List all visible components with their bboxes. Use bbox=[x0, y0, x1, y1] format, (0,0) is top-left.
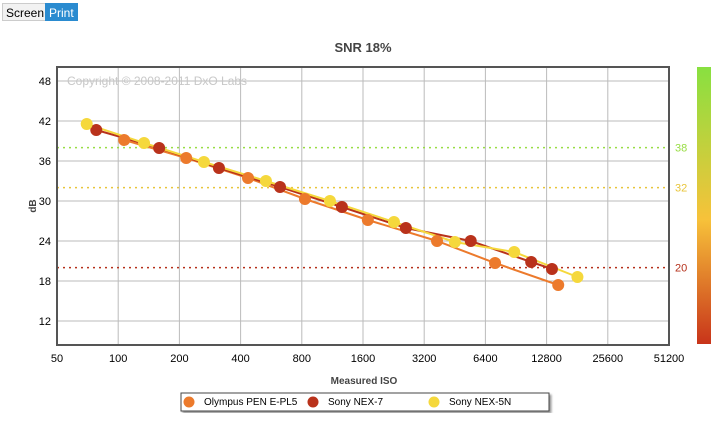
data-point bbox=[545, 263, 558, 275]
data-point bbox=[138, 137, 151, 149]
x-tick-label: 400 bbox=[231, 353, 249, 365]
legend-label: Sony NEX-5N bbox=[449, 397, 511, 408]
legend: Olympus PEN E-PL5 Sony NEX-7 Sony NEX-5N bbox=[180, 392, 550, 412]
data-point bbox=[153, 142, 166, 154]
data-point bbox=[335, 201, 348, 213]
reference-label: 38 bbox=[675, 143, 687, 155]
data-point bbox=[489, 257, 502, 269]
y-tick-label: 12 bbox=[39, 316, 51, 328]
legend-marker bbox=[307, 396, 319, 408]
copyright-watermark: Copyright © 2008-2011 DxO Labs bbox=[67, 74, 247, 88]
data-point bbox=[118, 134, 131, 146]
data-point bbox=[298, 193, 311, 205]
x-tick-label: 12800 bbox=[531, 353, 562, 365]
data-point bbox=[197, 156, 210, 168]
legend-marker bbox=[428, 396, 440, 408]
data-point bbox=[399, 222, 412, 234]
y-axis-label: dB bbox=[28, 199, 39, 212]
y-tick-label: 42 bbox=[39, 116, 51, 128]
chart-title: SNR 18% bbox=[334, 40, 392, 55]
print-button[interactable]: Print bbox=[45, 3, 78, 21]
data-point bbox=[323, 195, 336, 207]
data-point bbox=[242, 172, 255, 184]
data-point bbox=[431, 235, 444, 247]
y-tick-label: 36 bbox=[39, 156, 51, 168]
reference-label: 20 bbox=[675, 263, 687, 275]
y-tick-label: 48 bbox=[39, 76, 51, 88]
legend-marker bbox=[183, 396, 195, 408]
x-tick-label: 1600 bbox=[351, 353, 375, 365]
data-point bbox=[552, 279, 565, 291]
screen-button[interactable]: Screen bbox=[2, 3, 49, 21]
x-tick-label: 3200 bbox=[412, 353, 436, 365]
x-tick-label: 25600 bbox=[593, 353, 624, 365]
x-tick-label: 100 bbox=[109, 353, 127, 365]
data-point bbox=[361, 214, 374, 226]
data-point bbox=[525, 256, 538, 268]
data-point bbox=[212, 162, 225, 174]
data-point bbox=[274, 181, 287, 193]
data-point bbox=[387, 216, 400, 228]
y-tick-label: 18 bbox=[39, 276, 51, 288]
y-tick-label: 30 bbox=[39, 196, 51, 208]
x-tick-label: 800 bbox=[293, 353, 311, 365]
legend-label: Sony NEX-7 bbox=[328, 397, 383, 408]
data-point bbox=[464, 235, 477, 247]
reference-label: 32 bbox=[675, 183, 687, 195]
y-tick-label: 24 bbox=[39, 236, 51, 248]
x-tick-label: 200 bbox=[170, 353, 188, 365]
x-tick-label: 51200 bbox=[654, 353, 685, 365]
data-point bbox=[571, 271, 584, 283]
data-point bbox=[180, 152, 193, 164]
data-point bbox=[90, 124, 103, 136]
x-tick-label: 50 bbox=[51, 353, 63, 365]
x-tick-label: 6400 bbox=[473, 353, 497, 365]
data-point bbox=[80, 118, 93, 130]
data-point bbox=[508, 246, 521, 258]
legend-label: Olympus PEN E-PL5 bbox=[204, 397, 298, 408]
color-scale-bar bbox=[697, 67, 711, 344]
data-point bbox=[448, 236, 461, 248]
x-axis-label: Measured ISO bbox=[331, 376, 398, 387]
data-point bbox=[259, 175, 272, 187]
plot-frame bbox=[56, 66, 670, 346]
